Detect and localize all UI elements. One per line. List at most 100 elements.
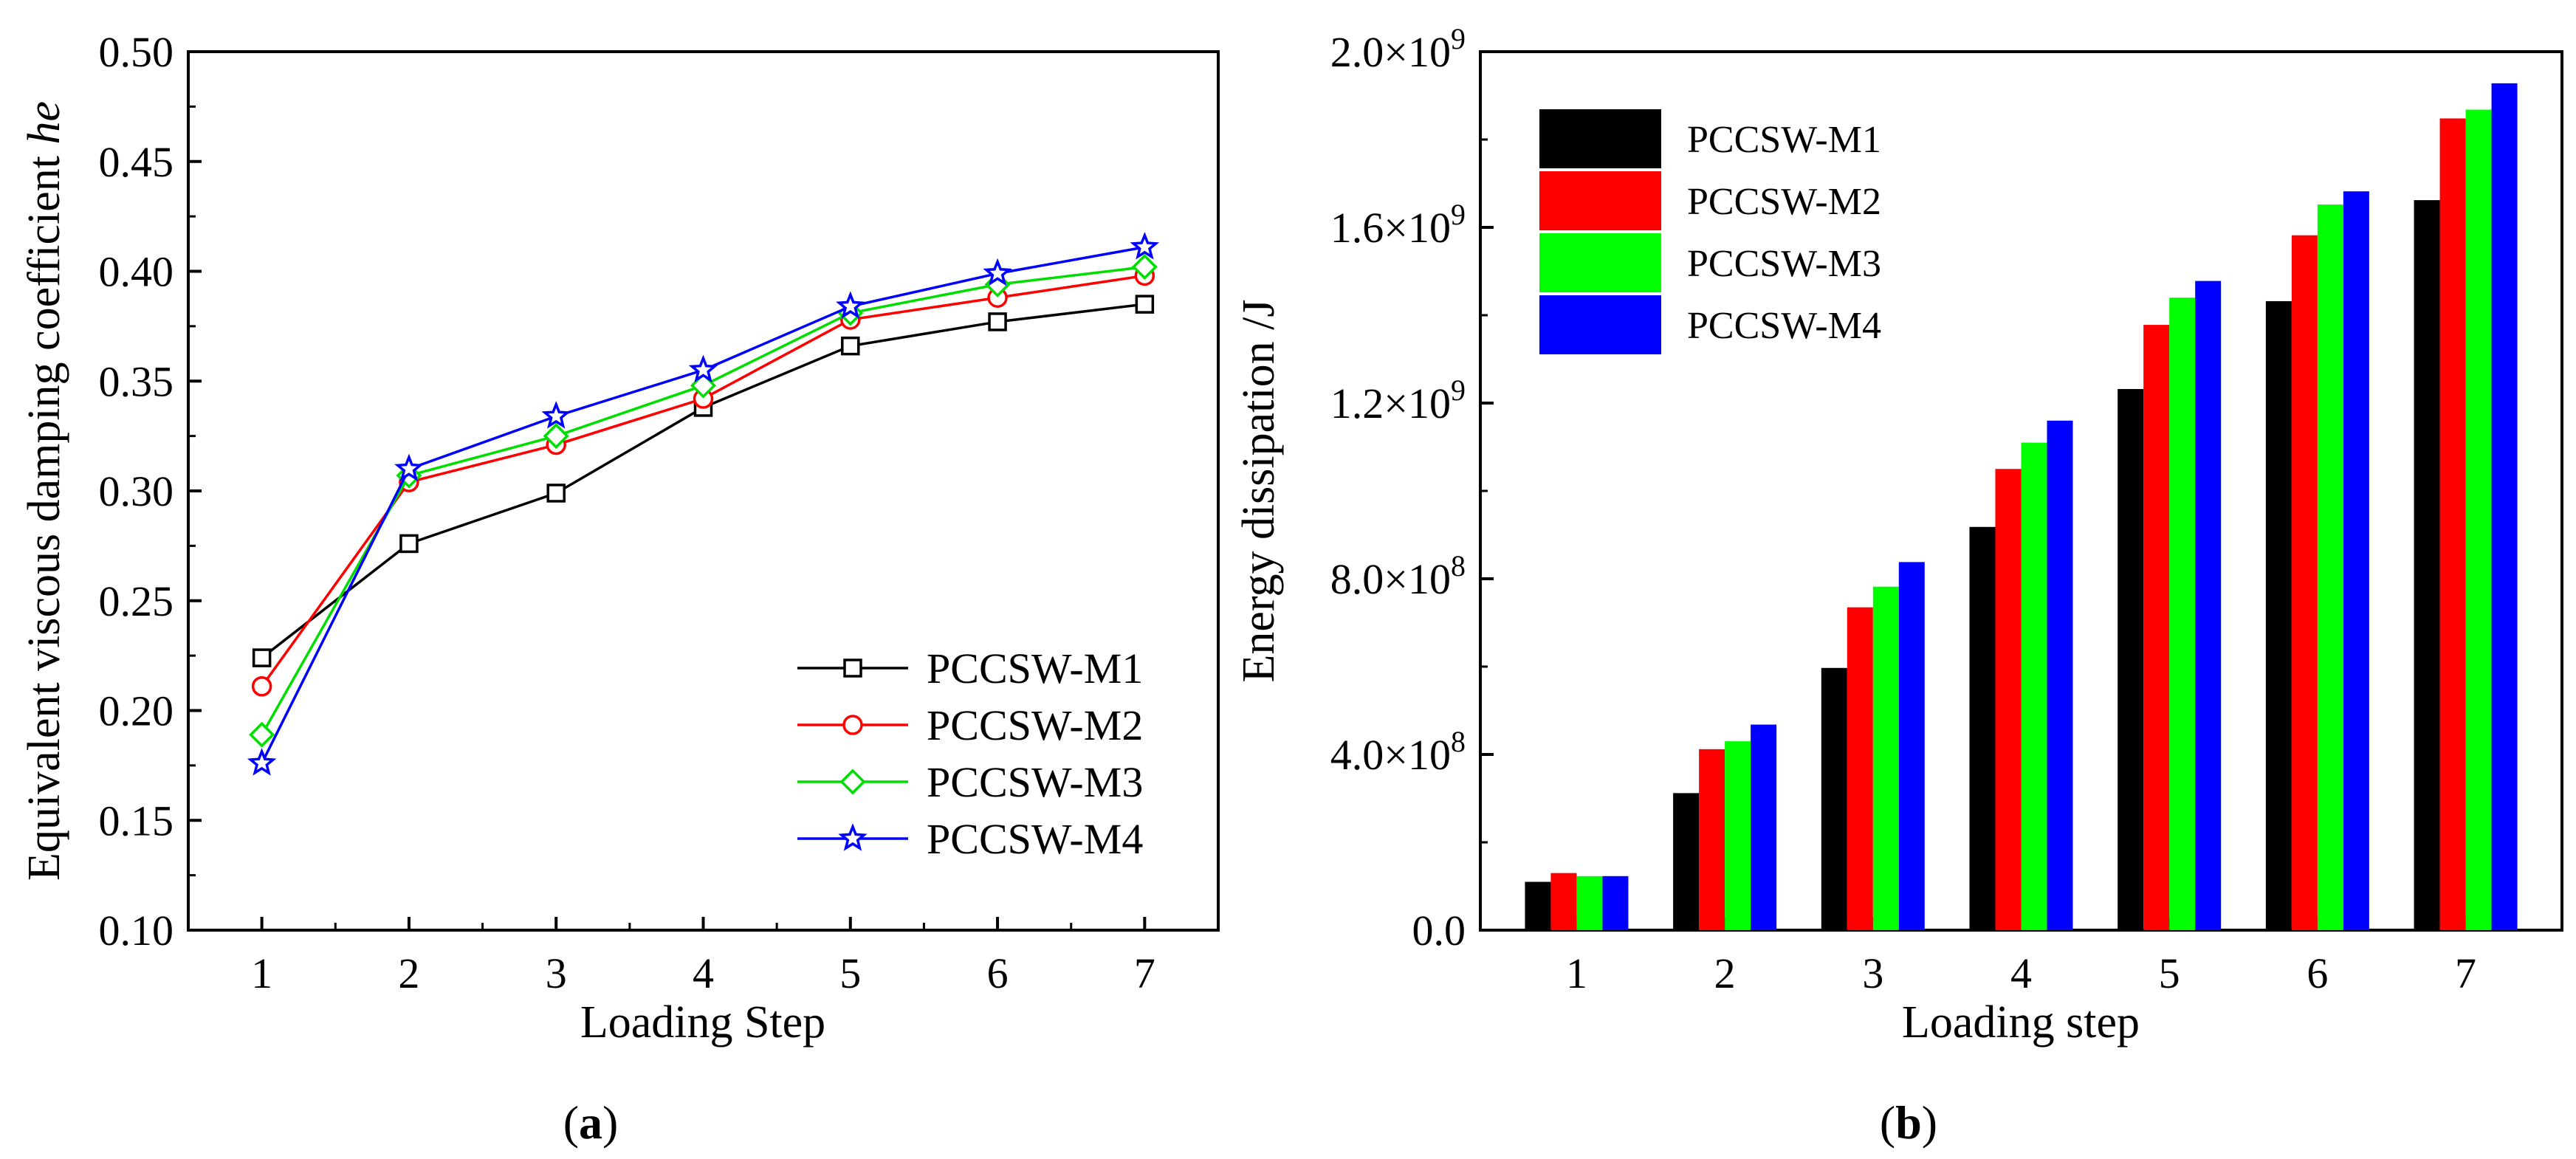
chart-a-legend-item: PCCSW-M1 [797,644,1143,692]
chart-b-bar [1995,469,2022,930]
chart-a-data-point [543,423,569,450]
chart-a-legend-item: PCCSW-M3 [797,758,1143,806]
chart-a-y-tick-label: 0.20 [99,687,174,735]
chart-b-bar [1725,741,1751,930]
caption-b-open: ( [1880,1096,1895,1149]
chart-b-y-tick-label: 4.0×108 [1330,725,1466,779]
chart-b-legend-item: PCCSW-M4 [1539,295,1881,354]
chart-b-legend-item: PCCSW-M1 [1539,109,1881,168]
chart-b-legend-swatch [1539,171,1661,230]
chart-a-x-tick-label: 6 [987,949,1009,997]
chart-b-bars [1525,83,2518,931]
chart-b-y-tick-mantissa: 8.0×10 [1330,555,1451,603]
chart-a-data-point [251,676,272,697]
chart-b-bar [2143,325,2170,931]
chart-b-bar [1751,724,1777,930]
chart-b-legend-label: PCCSW-M3 [1687,243,1881,285]
chart-a: 0.10 0.15 0.20 0.25 0.30 0.35 0.40 0.45 0.50 1 2 3… [19,28,1220,1149]
caption-a-letter: a [579,1096,602,1149]
chart-b-legend-label: PCCSW-M4 [1687,305,1881,347]
chart-b-y-tick-exponent: 8 [1451,549,1466,582]
chart-b-bar [1872,586,1899,930]
chart-b-bar [2414,200,2440,930]
chart-b-series-1 [1525,200,2440,931]
chart-b-x-tick-label: 5 [2159,949,2180,997]
chart-a-y-axis-title-text: Equivalent viscous damping coefficient [19,145,69,881]
chart-b-bar [2169,298,2196,930]
chart-b-legend: PCCSW-M1 PCCSW-M2 PCCSW-M3 PCCSW-M4 [1539,109,1881,354]
chart-a-series-1 [252,295,1155,667]
chart-b-bar [2317,204,2343,930]
chart-a-y-axis-title: Equivalent viscous damping coefficient h… [19,101,69,881]
chart-b-bar [2195,281,2222,931]
chart-b-series-3 [1576,109,2492,930]
chart-a-legend: PCCSW-M1 PCCSW-M2 PCCSW-M3 PCCSW-M4 [797,644,1143,863]
chart-a-data-point [394,453,424,482]
chart-a-y-ticks: 0.10 0.15 0.20 0.25 0.30 0.35 0.40 0.45 0.50 [99,28,202,955]
chart-b-bar [2291,235,2318,931]
chart-a-data-point [688,354,718,383]
chart-b-y-tick-mantissa: 1.6×10 [1330,204,1451,252]
chart-a-data-point [988,312,1007,331]
chart-b-legend-item: PCCSW-M2 [1539,171,1881,230]
caption-b: (b) [1880,1096,1937,1149]
chart-b-y-tick-label: 2.0×109 [1330,22,1466,76]
chart-b-y-tick-mantissa: 4.0×10 [1330,731,1451,779]
chart-a-data-point [1130,232,1160,260]
caption-b-close: ) [1922,1096,1937,1149]
chart-a-data-point [983,258,1012,286]
chart-b-y-tick-exponent: 8 [1451,725,1466,758]
chart-a-y-tick-label: 0.15 [99,797,174,845]
chart-b-x-tick-label: 2 [1714,949,1736,997]
chart-b-bar [2343,191,2369,931]
chart-b-legend-swatch [1539,109,1661,168]
chart-a-y-tick-label: 0.50 [99,28,174,76]
chart-b-x-tick-label: 1 [1566,949,1587,997]
chart-a-x-tick-label: 7 [1134,949,1155,997]
chart-b-x-tick-label: 4 [2010,949,2032,997]
chart-b-y-tick-exponent: 9 [1451,198,1466,231]
chart-b-x-tick-label: 6 [2307,949,2328,997]
chart-b-y-tick-exponent: 9 [1451,22,1466,55]
chart-a-y-axis-title-symbol: he [19,101,69,145]
chart-b-bar [1821,667,1847,930]
chart-b-bar [2021,442,2047,930]
chart-b-bar [1847,607,1873,930]
chart-a-legend-marker [843,658,862,678]
chart-a-data-point [541,401,571,429]
chart-a-data-point [252,648,272,667]
chart-a-x-ticks: 1 2 3 4 5 6 7 [251,917,1155,997]
chart-b-series-2 [1550,118,2466,931]
chart-a-series-4 [247,232,1160,776]
chart-b-legend-swatch [1539,233,1661,292]
chart-a-legend-label: PCCSW-M1 [927,644,1143,692]
chart-a-y-tick-label: 0.45 [99,138,174,186]
chart-b-y-tick-label: 0.0 [1412,907,1466,955]
chart-a-series [247,232,1160,776]
chart-b-x-tick-label: 3 [1862,949,1883,997]
chart-b-bar [2118,388,2144,930]
chart-a-legend-marker [838,823,868,851]
chart-b-y-tick-label: 1.2×109 [1330,374,1466,427]
chart-a-y-tick-label: 0.40 [99,248,174,296]
caption-b-letter: b [1895,1096,1922,1149]
chart-a-legend-label: PCCSW-M4 [927,815,1143,863]
chart-b-y-tick-label: 8.0×108 [1330,549,1466,603]
chart-a-legend-label: PCCSW-M3 [927,758,1143,806]
chart-a-data-point [1131,254,1158,281]
chart-b-bar [2439,118,2466,931]
chart-b-x-tick-label: 7 [2455,949,2476,997]
chart-a-legend-label: PCCSW-M2 [927,701,1143,749]
chart-b-y-axis-title: Energy dissipation /J [1234,300,1284,683]
chart-b-bar [2491,83,2518,931]
chart-b-bar [1969,526,1996,930]
chart-a-x-tick-label: 1 [251,949,272,997]
caption-a: (a) [563,1096,619,1149]
chart-b-bar [1576,876,1603,930]
chart-a-x-tick-label: 2 [398,949,419,997]
chart-a-data-point [1135,295,1155,314]
chart-b-legend-item: PCCSW-M3 [1539,233,1881,292]
chart-a-data-point [399,534,419,554]
